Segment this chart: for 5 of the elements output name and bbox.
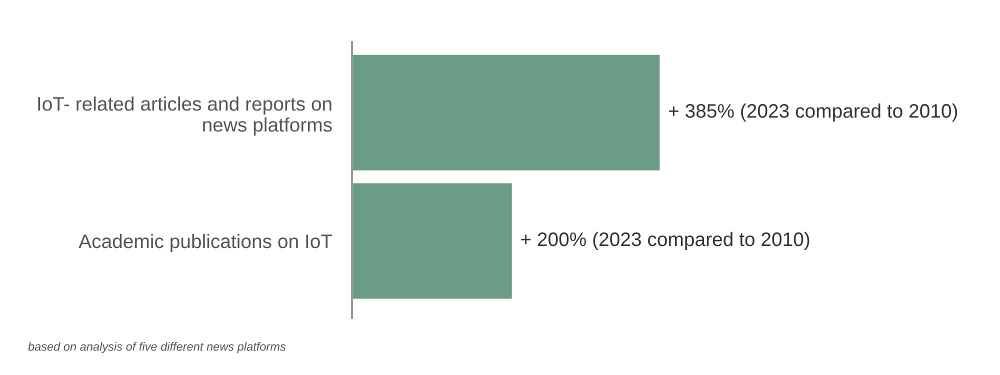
y-tick-label: IoT- related articles and reports on news platforms bbox=[38, 96, 332, 136]
data-label: + 385% (2023 compared to 2010) bbox=[668, 104, 958, 122]
text: based on analysis of five different news platforms bbox=[28, 342, 286, 354]
y-tick-label: Academic publications on IoT bbox=[78, 234, 332, 252]
data-label: + 200% (2023 compared to 2010) bbox=[521, 232, 810, 250]
